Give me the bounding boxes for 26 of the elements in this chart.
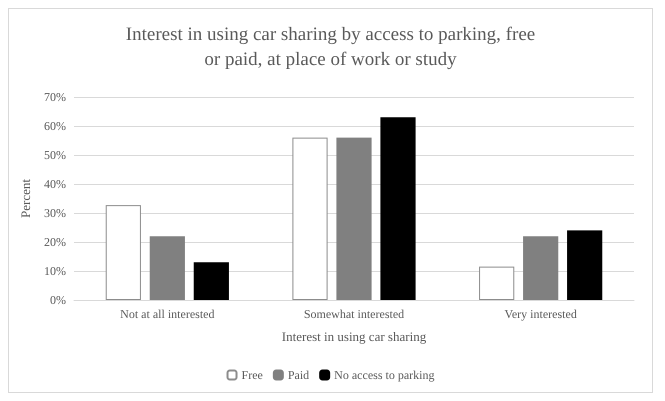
chart-title: Interest in using car sharing by access to parking, free or paid, at place of work or study <box>126 24 536 70</box>
y-tick-label: 50% <box>44 148 66 162</box>
legend-label: No access to parking <box>334 368 434 382</box>
legend-label: Paid <box>288 368 310 382</box>
x-tick-label: Not at all interested <box>120 307 214 321</box>
bar <box>336 138 372 300</box>
bar <box>380 117 416 300</box>
y-tick-label: 60% <box>44 119 66 133</box>
y-tick-label: 40% <box>44 177 66 191</box>
y-axis-title: Percent <box>18 178 33 218</box>
bar <box>292 138 328 300</box>
bar <box>523 236 558 300</box>
x-tick-label: Somewhat interested <box>304 307 404 321</box>
y-tick-label: 70% <box>44 90 66 104</box>
x-axis-title: Interest in using car sharing <box>282 329 427 344</box>
y-tick-label: 30% <box>44 206 66 220</box>
y-tick-label: 10% <box>44 264 66 278</box>
y-tick-label: 0% <box>50 293 66 307</box>
x-tick-label: Very interested <box>504 307 577 321</box>
legend-label: Free <box>242 368 263 382</box>
y-tick-label: 20% <box>44 235 66 249</box>
bar <box>479 266 514 300</box>
bar <box>567 230 602 300</box>
bar <box>194 262 229 300</box>
bar <box>106 205 141 300</box>
bar <box>150 236 185 300</box>
